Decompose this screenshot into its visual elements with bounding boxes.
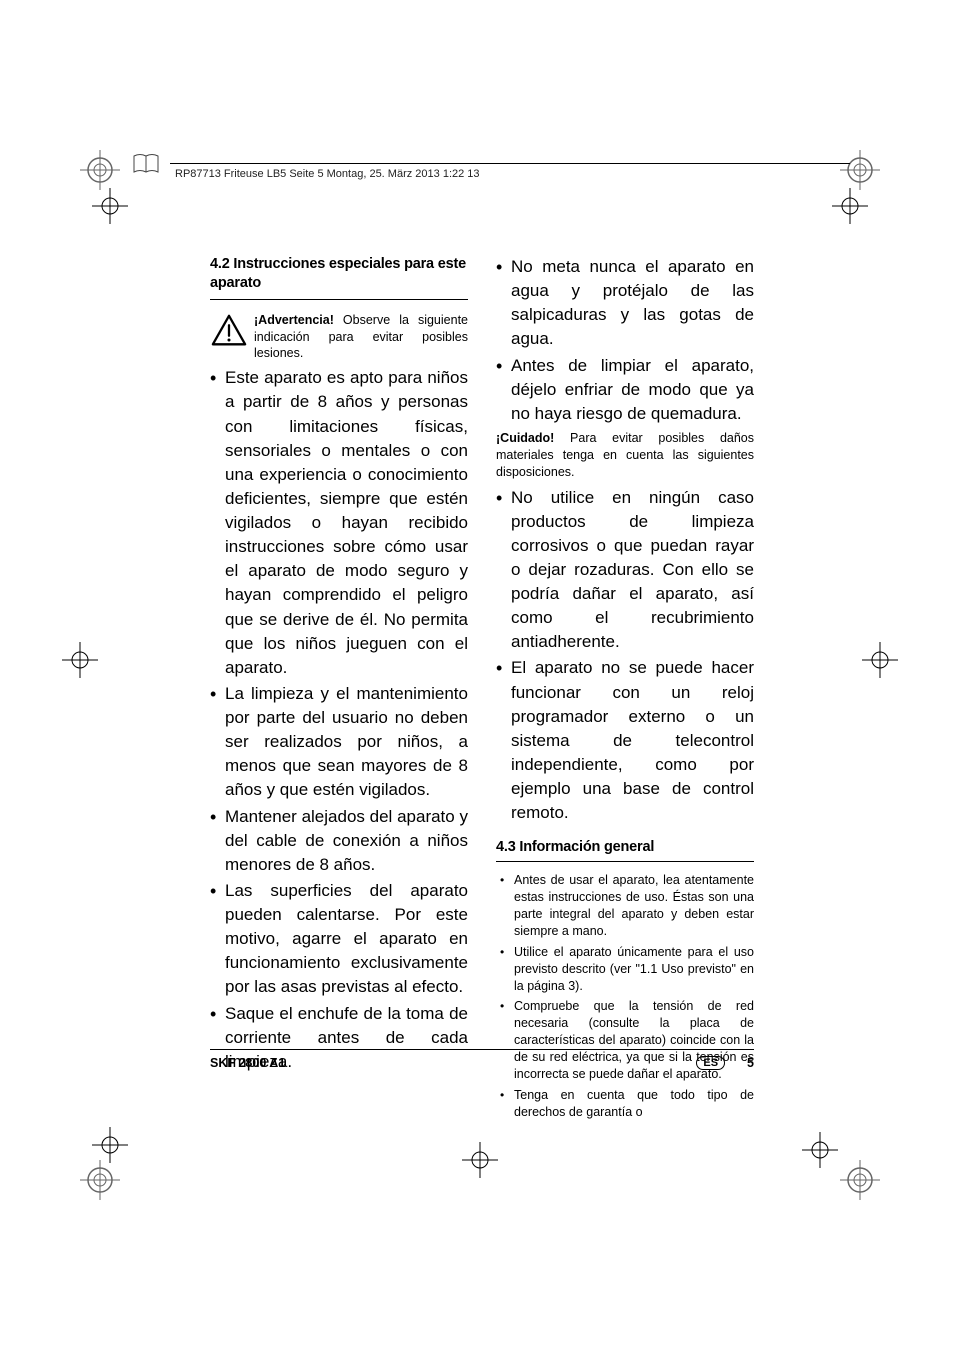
reg-mark-top-right bbox=[840, 150, 880, 190]
crosshair-icon bbox=[60, 640, 100, 680]
reg-mark-bottom-right bbox=[840, 1160, 880, 1200]
bullets-4-2-right-top: No meta nunca el aparato en agua y proté… bbox=[496, 255, 754, 426]
content-area: 4.2 Instrucciones especiales para este a… bbox=[210, 255, 754, 1125]
list-item: Antes de usar el aparato, lea atentament… bbox=[496, 872, 754, 940]
footer-model: SKF 2800 A1 bbox=[210, 1056, 285, 1070]
list-item: Compruebe que la tensión de red necesari… bbox=[496, 998, 754, 1082]
list-item: Este aparato es apto para niños a partir… bbox=[210, 366, 468, 680]
heading-4-2: 4.2 Instrucciones especiales para este a… bbox=[210, 255, 468, 300]
warning-triangle-icon bbox=[210, 312, 248, 350]
crosshair-icon bbox=[800, 1130, 840, 1170]
warning-block: ¡Advertencia! Observe la siguiente indic… bbox=[210, 312, 468, 363]
list-item: El aparato no se puede hacer funcionar c… bbox=[496, 656, 754, 825]
list-item: Antes de limpiar el aparato, déjelo enfr… bbox=[496, 354, 754, 426]
warning-bold: ¡Advertencia! bbox=[254, 313, 334, 327]
bullets-4-3: Antes de usar el aparato, lea atentament… bbox=[496, 872, 754, 1120]
right-column: No meta nunca el aparato en agua y proté… bbox=[496, 255, 754, 1125]
list-item: Mantener alejados del aparato y del cabl… bbox=[210, 805, 468, 877]
footer-right: ES 5 bbox=[696, 1056, 754, 1070]
heading-4-3: 4.3 Información general bbox=[496, 839, 754, 862]
list-item: La limpieza y el mantenimiento por parte… bbox=[210, 682, 468, 803]
footer: SKF 2800 A1 ES 5 bbox=[210, 1049, 754, 1070]
header-text: RP87713 Friteuse LB5 Seite 5 Montag, 25.… bbox=[175, 168, 480, 180]
list-item: No utilice en ningún caso productos de l… bbox=[496, 486, 754, 655]
lang-badge: ES bbox=[696, 1056, 725, 1070]
bullets-4-2-right-bottom: No utilice en ningún caso productos de l… bbox=[496, 486, 754, 826]
crosshair-icon bbox=[860, 640, 900, 680]
book-icon bbox=[132, 152, 160, 176]
page-number: 5 bbox=[747, 1056, 754, 1070]
bullets-4-2-left: Este aparato es apto para niños a partir… bbox=[210, 366, 468, 1074]
list-item: No meta nunca el aparato en agua y proté… bbox=[496, 255, 754, 352]
list-item: Tenga en cuenta que todo tipo de derecho… bbox=[496, 1087, 754, 1121]
list-item: Las superficies del aparato pueden calen… bbox=[210, 879, 468, 1000]
cuidado-bold: ¡Cuidado! bbox=[496, 431, 554, 445]
left-column: 4.2 Instrucciones especiales para este a… bbox=[210, 255, 468, 1125]
page: RP87713 Friteuse LB5 Seite 5 Montag, 25.… bbox=[0, 0, 954, 1351]
crosshair-icon bbox=[90, 1125, 130, 1165]
crosshair-icon bbox=[90, 186, 130, 226]
cuidado-text: ¡Cuidado! Para evitar posibles daños mat… bbox=[496, 430, 754, 481]
crosshair-icon bbox=[830, 186, 870, 226]
reg-mark-top-left bbox=[80, 150, 120, 190]
crosshair-icon bbox=[460, 1140, 500, 1180]
warning-text: ¡Advertencia! Observe la siguiente indic… bbox=[254, 312, 468, 363]
list-item: Utilice el aparato únicamente para el us… bbox=[496, 944, 754, 995]
reg-mark-bottom-left bbox=[80, 1160, 120, 1200]
header-rule bbox=[170, 163, 850, 164]
